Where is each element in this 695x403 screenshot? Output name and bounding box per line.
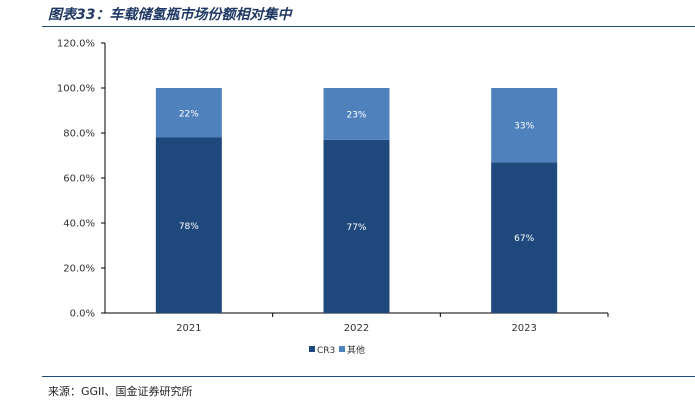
x-tick-label-2021: 2021 xyxy=(176,323,201,334)
bar-cr3-2022 xyxy=(323,139,390,313)
legend-swatch-cr3 xyxy=(309,346,315,352)
title-rule xyxy=(42,26,695,27)
bar-other-2021 xyxy=(155,88,222,138)
y-tick-label: 120.0% xyxy=(57,39,95,50)
chart-title: 图表33：车载储氢瓶市场份额相对集中 xyxy=(48,7,292,23)
legend-label-cr3: CR3 xyxy=(317,346,335,356)
legend-label-other: 其他 xyxy=(347,344,365,356)
source-note: 来源：GGII、国金证券研究所 xyxy=(48,385,193,398)
y-tick-label: 80.0% xyxy=(63,129,95,140)
data-label-cr3-2022: 77% xyxy=(346,223,366,233)
legend-swatch-other xyxy=(339,346,345,352)
y-tick-label: 100.0% xyxy=(57,84,95,95)
bar-other-2023 xyxy=(491,88,558,163)
x-tick-label-2023: 2023 xyxy=(511,323,536,334)
x-tick-label-2022: 2022 xyxy=(344,323,369,334)
data-label-other-2022: 23% xyxy=(346,110,366,120)
y-tick-label: 0.0% xyxy=(70,309,95,320)
y-tick-label: 40.0% xyxy=(63,219,95,230)
bar-cr3-2021 xyxy=(155,137,222,313)
data-label-cr3-2021: 78% xyxy=(179,222,199,232)
y-tick-label: 60.0% xyxy=(63,174,95,185)
data-label-cr3-2023: 67% xyxy=(514,234,534,244)
y-tick-label: 20.0% xyxy=(63,264,95,275)
data-label-other-2021: 22% xyxy=(179,109,199,119)
data-label-other-2023: 33% xyxy=(514,122,534,132)
source-rule xyxy=(42,376,695,377)
bar-other-2022 xyxy=(323,88,390,140)
bar-cr3-2023 xyxy=(491,162,558,313)
